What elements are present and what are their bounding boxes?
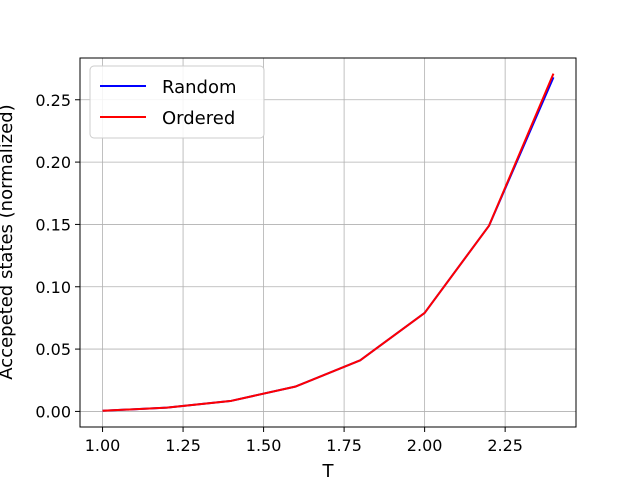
x-tick-label: 1.00 [85, 436, 121, 455]
y-tick-label: 0.15 [35, 215, 71, 234]
x-tick-label: 1.75 [326, 436, 362, 455]
x-axis-label: T [322, 461, 335, 480]
y-tick-label: 0.10 [35, 278, 71, 297]
plot-frame [79, 57, 577, 428]
y-tick-label: 0.20 [35, 153, 71, 172]
y-tick-label: 0.00 [35, 402, 71, 421]
legend-label-random: Random [162, 77, 237, 98]
legend-box [89, 65, 265, 139]
series-lines [102, 73, 555, 412]
series-line-ordered [102, 73, 555, 412]
x-axis-ticks: 1.00 1.25 1.50 1.75 2.00 2.25 [85, 427, 523, 455]
x-tick-label: 2.25 [487, 436, 523, 455]
legend-label-ordered: Ordered [162, 108, 235, 129]
x-tick-label: 2.00 [407, 436, 443, 455]
y-axis-ticks: 0.00 0.05 0.10 0.15 0.20 0.25 [35, 91, 80, 421]
y-tick-label: 0.25 [35, 91, 71, 110]
y-axis-label: Accepeted states (normalized) [0, 104, 17, 379]
y-tick-label: 0.05 [35, 340, 71, 359]
x-tick-label: 1.50 [246, 436, 282, 455]
x-tick-label: 1.25 [165, 436, 201, 455]
legend: Random Ordered [89, 65, 265, 139]
